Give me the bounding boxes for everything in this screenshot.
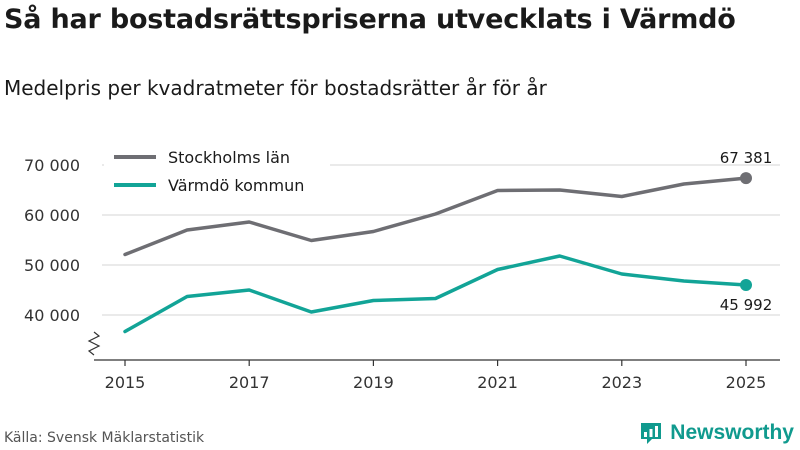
- legend-background: [104, 145, 330, 197]
- brand-logo: Newsworthy: [638, 418, 794, 448]
- y-tick-label: 60 000: [24, 206, 80, 225]
- chart-title: Så har bostadsrättspriserna utvecklats i…: [4, 4, 736, 35]
- series-end-point-1: [740, 172, 752, 185]
- data-label-end-1: 67 381: [720, 149, 773, 167]
- legend: Stockholms län Värmdö kommun: [104, 145, 330, 197]
- brand-name: Newsworthy: [670, 421, 794, 444]
- chart-subtitle: Medelpris per kvadratmeter för bostadsrä…: [4, 76, 547, 100]
- data-labels: 67 381 45 992: [720, 149, 773, 314]
- x-tick-label: 2021: [477, 373, 518, 392]
- data-label-end-2: 45 992: [720, 296, 773, 314]
- y-tick-label: 40 000: [24, 306, 80, 325]
- axes: 40 000 50 000 60 000 70 000 2015 2017 2019 2021…: [24, 156, 780, 392]
- legend-label-2: Värmdö kommun: [168, 176, 304, 195]
- series-end-point-2: [740, 279, 752, 292]
- x-tick-label: 2025: [726, 373, 767, 392]
- newsworthy-logo-icon: [641, 423, 662, 444]
- series-line-1: [123, 176, 748, 257]
- x-tick-label: 2015: [105, 373, 146, 392]
- y-tick-label: 50 000: [24, 256, 80, 275]
- x-tick-label: 2019: [353, 373, 394, 392]
- x-tick-label: 2017: [229, 373, 270, 392]
- source-note: Källa: Svensk Mäklarstatistik: [4, 430, 205, 446]
- x-tick-label: 2023: [601, 373, 642, 392]
- series-line-2: [123, 254, 748, 334]
- axis-break-icon: [87, 331, 101, 356]
- legend-label-1: Stockholms län: [168, 148, 290, 167]
- y-tick-label: 70 000: [24, 156, 80, 175]
- series-lines: [123, 172, 752, 334]
